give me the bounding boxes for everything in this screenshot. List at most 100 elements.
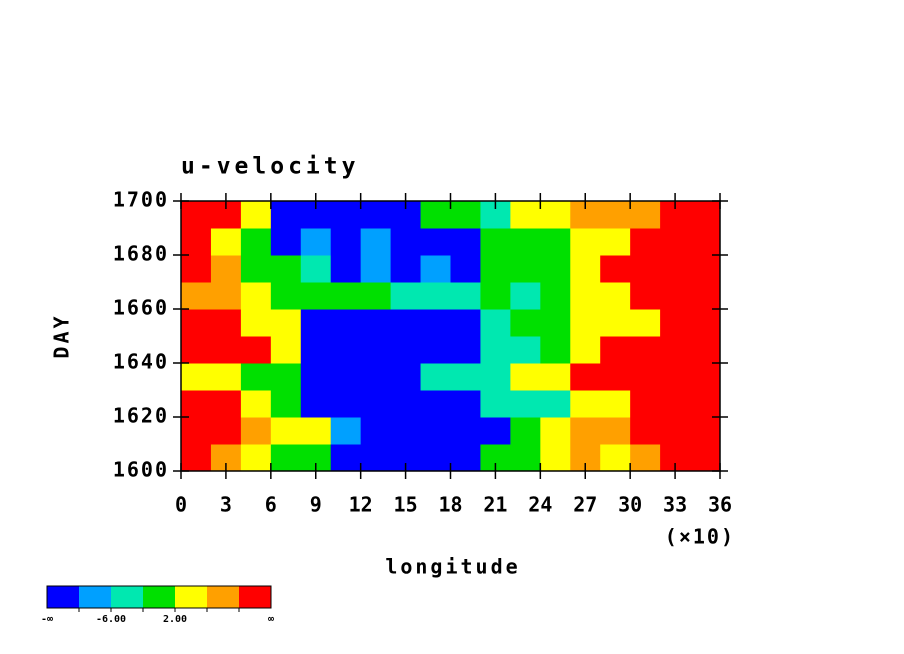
heat-cell (660, 228, 691, 256)
heat-cell (570, 417, 601, 445)
heat-cell (360, 390, 392, 418)
colorbar-swatch (47, 586, 80, 608)
colorbar-swatch (143, 586, 176, 608)
heat-cell (240, 336, 272, 364)
x-tick-label: 0 (175, 493, 187, 517)
heat-cell (360, 336, 392, 364)
heat-cell (570, 336, 601, 364)
heat-cell (181, 309, 212, 337)
heat-cell (510, 444, 541, 472)
heat-cell (181, 255, 212, 283)
heat-cell (181, 444, 212, 472)
heat-cell (360, 228, 392, 256)
heat-cell (450, 417, 481, 445)
heat-cell (390, 417, 422, 445)
heat-cell (420, 282, 451, 310)
heat-cell (270, 282, 302, 310)
heat-cell (660, 309, 691, 337)
heat-cell (360, 201, 392, 229)
heat-cell (630, 309, 661, 337)
heat-cell (360, 255, 392, 283)
heat-cell (660, 336, 691, 364)
heat-cell (240, 390, 272, 418)
colorbar-label: 2.00 (163, 614, 187, 625)
x-axis-label: longitude (385, 555, 520, 579)
heat-cell (540, 363, 571, 391)
heat-cell (300, 282, 332, 310)
heat-cell (270, 336, 302, 364)
heat-cell (270, 363, 302, 391)
heat-cell (420, 444, 451, 472)
heat-cell (181, 282, 212, 310)
heat-cell (690, 282, 721, 310)
heat-cell (360, 417, 392, 445)
heat-cell (450, 336, 481, 364)
heat-cell (510, 309, 541, 337)
heat-cell (420, 336, 451, 364)
heat-cell (630, 255, 661, 283)
heat-cell (660, 390, 691, 418)
colorbar-label: ∞ (268, 614, 274, 625)
heat-cell (450, 444, 481, 472)
heat-cell (480, 336, 511, 364)
x-tick-label: 18 (438, 493, 462, 517)
chart-title: u-velocity (181, 154, 359, 180)
heat-cell (570, 309, 601, 337)
y-axis-label: DAY (50, 313, 74, 358)
heat-cell (660, 417, 691, 445)
heat-cell (480, 228, 511, 256)
heat-cell (690, 228, 721, 256)
heat-cell (300, 363, 332, 391)
heat-cell (690, 444, 721, 472)
heat-cell (540, 255, 571, 283)
heat-cell (390, 282, 422, 310)
heat-cell (360, 309, 392, 337)
heat-cell (480, 417, 511, 445)
heat-cell (420, 201, 451, 229)
heat-cell (240, 228, 272, 256)
y-tick-label: 1700 (113, 188, 169, 212)
heat-cell (540, 201, 571, 229)
heat-cell (570, 363, 601, 391)
y-tick-label: 1640 (113, 350, 169, 374)
y-tick-label: 1680 (113, 242, 169, 266)
heat-cell (181, 201, 212, 229)
heat-cell (330, 363, 362, 391)
heat-cell (390, 363, 422, 391)
heat-cell (210, 417, 242, 445)
heat-cell (360, 282, 392, 310)
heat-cell (181, 363, 212, 391)
heat-cell (570, 255, 601, 283)
heat-cell (510, 336, 541, 364)
heat-cell (690, 336, 721, 364)
heat-cell (390, 390, 422, 418)
heat-cell (240, 201, 272, 229)
heat-cell (630, 201, 661, 229)
heat-cell (420, 363, 451, 391)
heat-cell (630, 336, 661, 364)
x-multiplier: (×10) (665, 525, 735, 549)
heat-cell (270, 444, 302, 472)
heat-cell (270, 255, 302, 283)
heat-cell (181, 390, 212, 418)
heat-cell (420, 390, 451, 418)
heat-cell (330, 336, 362, 364)
heat-cell (630, 228, 661, 256)
heat-cell (420, 309, 451, 337)
heat-cell (600, 390, 631, 418)
heat-cell (600, 363, 631, 391)
heat-cell (480, 309, 511, 337)
heat-cell (360, 444, 392, 472)
heat-cell (330, 417, 362, 445)
heat-cell (270, 228, 302, 256)
x-tick-label: 30 (618, 493, 642, 517)
x-tick-label: 3 (220, 493, 232, 517)
heat-cell (510, 282, 541, 310)
colorbar-swatch (239, 586, 272, 608)
colorbar-frame (46, 585, 272, 609)
heat-cell (450, 228, 481, 256)
heat-cell (540, 309, 571, 337)
heat-cell (390, 336, 422, 364)
heat-cell (240, 282, 272, 310)
